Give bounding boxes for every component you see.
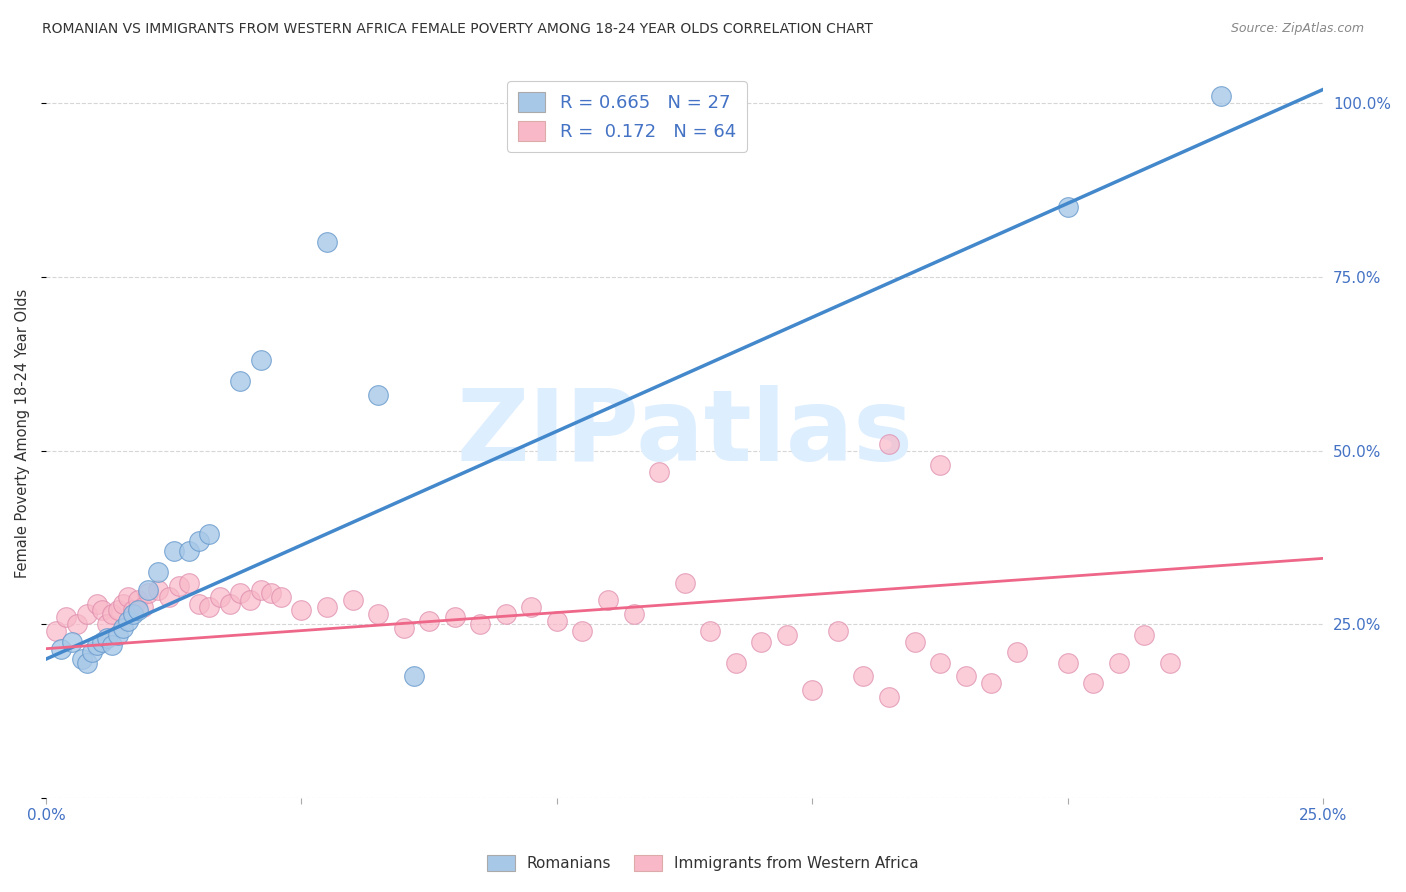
Point <box>392 621 415 635</box>
Point <box>111 621 134 635</box>
Point <box>76 656 98 670</box>
Point <box>367 388 389 402</box>
Point <box>229 374 252 388</box>
Point <box>208 590 231 604</box>
Point <box>673 575 696 590</box>
Point <box>316 235 339 250</box>
Point <box>648 465 671 479</box>
Point <box>55 610 77 624</box>
Point <box>80 645 103 659</box>
Point <box>1083 676 1105 690</box>
Point <box>167 579 190 593</box>
Point <box>801 683 824 698</box>
Point <box>117 590 139 604</box>
Point <box>270 590 292 604</box>
Point <box>121 607 143 621</box>
Point <box>127 603 149 617</box>
Point <box>249 582 271 597</box>
Point <box>229 586 252 600</box>
Point <box>596 593 619 607</box>
Point <box>219 597 242 611</box>
Point <box>1005 645 1028 659</box>
Point <box>571 624 593 639</box>
Point <box>91 634 114 648</box>
Point <box>60 634 83 648</box>
Point <box>877 436 900 450</box>
Point <box>198 599 221 614</box>
Point <box>96 632 118 646</box>
Point <box>827 624 849 639</box>
Point <box>1159 656 1181 670</box>
Y-axis label: Female Poverty Among 18-24 Year Olds: Female Poverty Among 18-24 Year Olds <box>15 289 30 578</box>
Point <box>157 590 180 604</box>
Point <box>66 617 89 632</box>
Point <box>402 669 425 683</box>
Text: Source: ZipAtlas.com: Source: ZipAtlas.com <box>1230 22 1364 36</box>
Point <box>148 566 170 580</box>
Point <box>418 614 440 628</box>
Point <box>127 593 149 607</box>
Point <box>980 676 1002 690</box>
Point <box>877 690 900 705</box>
Point <box>955 669 977 683</box>
Point <box>1209 89 1232 103</box>
Point <box>443 610 465 624</box>
Point <box>1108 656 1130 670</box>
Point <box>136 586 159 600</box>
Point <box>148 582 170 597</box>
Point <box>121 603 143 617</box>
Point <box>177 544 200 558</box>
Point <box>260 586 283 600</box>
Legend: R = 0.665   N = 27, R =  0.172   N = 64: R = 0.665 N = 27, R = 0.172 N = 64 <box>508 81 747 152</box>
Point <box>495 607 517 621</box>
Point <box>1056 201 1078 215</box>
Point <box>117 614 139 628</box>
Point <box>198 527 221 541</box>
Point <box>70 652 93 666</box>
Text: ZIPatlas: ZIPatlas <box>456 384 912 482</box>
Point <box>852 669 875 683</box>
Point <box>239 593 262 607</box>
Point <box>111 597 134 611</box>
Point <box>749 634 772 648</box>
Point <box>51 641 73 656</box>
Point <box>101 607 124 621</box>
Point <box>86 597 108 611</box>
Point <box>91 603 114 617</box>
Point <box>290 603 312 617</box>
Point <box>107 628 129 642</box>
Point <box>163 544 186 558</box>
Point <box>367 607 389 621</box>
Legend: Romanians, Immigrants from Western Africa: Romanians, Immigrants from Western Afric… <box>481 849 925 877</box>
Point <box>107 603 129 617</box>
Point <box>929 656 952 670</box>
Point <box>546 614 568 628</box>
Point <box>316 599 339 614</box>
Point <box>96 617 118 632</box>
Point <box>45 624 67 639</box>
Text: ROMANIAN VS IMMIGRANTS FROM WESTERN AFRICA FEMALE POVERTY AMONG 18-24 YEAR OLDS : ROMANIAN VS IMMIGRANTS FROM WESTERN AFRI… <box>42 22 873 37</box>
Point <box>903 634 925 648</box>
Point <box>101 638 124 652</box>
Point <box>1056 656 1078 670</box>
Point <box>1133 628 1156 642</box>
Point <box>188 533 211 548</box>
Point <box>136 582 159 597</box>
Point <box>520 599 543 614</box>
Point <box>132 599 155 614</box>
Point <box>724 656 747 670</box>
Point <box>249 353 271 368</box>
Point <box>776 628 799 642</box>
Point <box>86 638 108 652</box>
Point <box>76 607 98 621</box>
Point <box>470 617 492 632</box>
Point <box>623 607 645 621</box>
Point <box>699 624 721 639</box>
Point <box>342 593 364 607</box>
Point <box>177 575 200 590</box>
Point <box>188 597 211 611</box>
Point <box>929 458 952 472</box>
